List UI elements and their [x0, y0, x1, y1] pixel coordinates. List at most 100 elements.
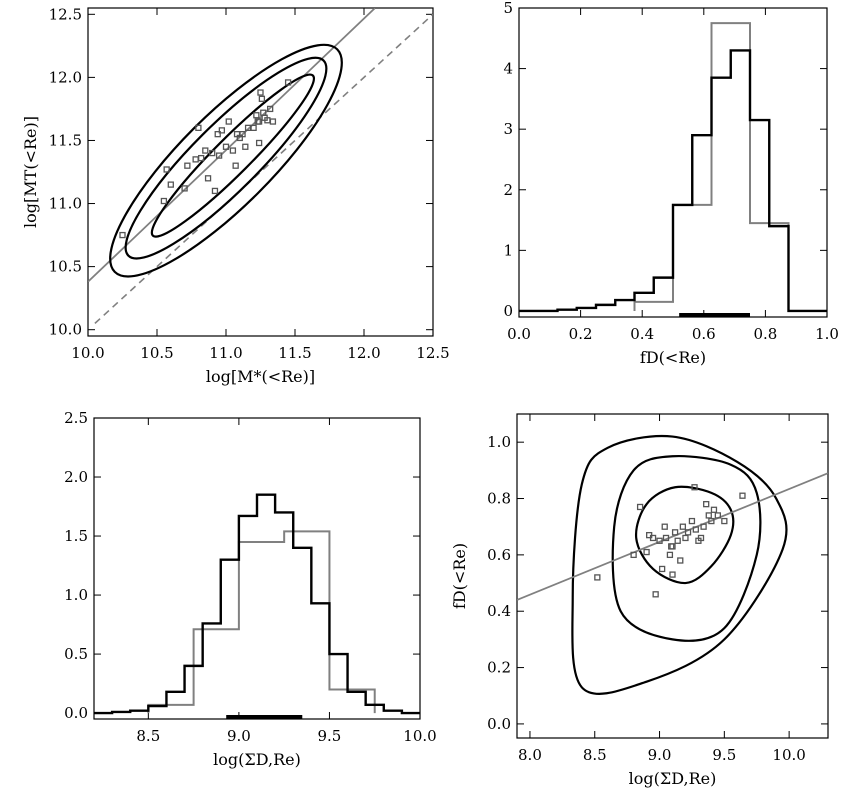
y-tick-label: 0.2 — [487, 659, 511, 677]
x-tick-label: 8.5 — [136, 727, 160, 745]
plot-frame — [87, 7, 434, 337]
data-point — [700, 523, 707, 530]
y-tick-label: 5 — [503, 0, 513, 17]
data-point — [710, 506, 718, 513]
x-tick-label: 0.2 — [569, 325, 593, 343]
data-point — [198, 154, 205, 162]
y-tick-label: 10.0 — [49, 321, 82, 339]
y-tick-label: 1.5 — [64, 527, 88, 545]
data-point — [668, 543, 675, 550]
data-point — [671, 529, 679, 536]
data-point — [649, 534, 657, 542]
data-point — [682, 534, 689, 542]
y-tick-label: 3 — [503, 120, 513, 138]
y-tick-label: 0 — [503, 302, 513, 320]
y-tick-label: 11.5 — [49, 131, 82, 149]
y-tick-label: 1.0 — [487, 433, 511, 451]
data-point — [691, 484, 698, 491]
data-point — [662, 534, 670, 542]
x-tick-label: 11.5 — [278, 344, 311, 362]
plot-frame — [93, 417, 421, 720]
x-axis-label: log(ΣD,Re) — [629, 769, 717, 788]
data-point — [255, 139, 263, 147]
data-point — [267, 105, 274, 113]
data-point — [222, 143, 230, 150]
x-tick-label: 8.5 — [583, 746, 607, 764]
x-tick-label: 10.0 — [71, 344, 104, 362]
data-point — [661, 523, 668, 530]
y-tick-label: 1 — [503, 241, 513, 259]
x-tick-label: 8.0 — [518, 746, 542, 764]
data-point — [167, 181, 174, 188]
data-point — [677, 557, 684, 564]
data-point — [209, 149, 216, 157]
plot-area — [88, 8, 433, 324]
plot-area — [94, 493, 420, 719]
data-point — [215, 152, 223, 159]
fit-line — [88, 8, 376, 283]
data-point — [714, 512, 722, 519]
x-tick-label: 0.4 — [630, 325, 654, 343]
data-point — [594, 574, 601, 581]
y-tick-label: 0.0 — [64, 704, 88, 722]
x-tick-label: 9.5 — [712, 746, 736, 764]
data-point — [630, 551, 637, 559]
y-tick-label: 0.8 — [487, 490, 511, 508]
data-point — [739, 492, 746, 499]
x-axis-label: log(ΣD,Re) — [213, 750, 301, 769]
contour — [611, 455, 762, 642]
data-point — [257, 89, 264, 96]
data-point — [269, 118, 277, 125]
plot-area — [517, 434, 828, 695]
y-tick-label: 0.0 — [487, 715, 511, 733]
y-axis-label: fD(<Re) — [450, 543, 469, 609]
one-to-one-line — [94, 13, 433, 324]
panel-fd-histogram: 0.0 0.2 0.4 0.6 0.8 1.0 0 1 2 3 4 5 fD(<Re) — [503, 0, 838, 367]
y-tick-label: 0.6 — [487, 546, 511, 564]
y-tick-label: 12.5 — [49, 5, 82, 23]
plot-frame — [516, 413, 829, 739]
x-tick-label: 10.0 — [772, 746, 805, 764]
data-point — [119, 231, 126, 239]
y-tick-label: 11.0 — [49, 195, 82, 213]
data-point — [697, 534, 705, 542]
data-point — [253, 112, 260, 119]
data-point — [239, 131, 246, 138]
data-point — [184, 162, 191, 169]
data-point — [721, 517, 728, 525]
x-tick-label: 9.5 — [318, 727, 342, 745]
x-axis-label: log[M*(<Re)] — [206, 367, 315, 386]
x-tick-label: 0.6 — [692, 325, 716, 343]
data-point — [708, 517, 715, 525]
data-point — [218, 127, 226, 134]
fit-line — [517, 472, 828, 601]
data-point — [284, 79, 292, 86]
panel-fd-vs-sigma: 8.0 8.5 9.0 9.5 10.0 0.0 0.2 0.4 0.6 0.8 1.0 log(ΣD… — [450, 413, 829, 788]
x-tick-label: 10.5 — [140, 344, 173, 362]
data-point — [242, 143, 249, 150]
y-tick-label: 2 — [503, 181, 513, 199]
x-tick-label: 10.0 — [403, 727, 436, 745]
data-point — [255, 118, 263, 125]
y-tick-label: 4 — [503, 60, 513, 78]
data-point — [258, 95, 266, 102]
data-point — [211, 187, 219, 195]
contour — [109, 43, 343, 278]
contour — [150, 73, 316, 238]
histogram-black — [519, 49, 827, 313]
panel-sigma-histogram: 8.5 9.0 9.5 10.0 0.0 0.5 1.0 1.5 2.0 2.5 log(ΣD,Re… — [64, 409, 437, 769]
data-point — [674, 537, 681, 544]
x-tick-label: 9.0 — [648, 746, 672, 764]
y-tick-label: 10.5 — [49, 258, 82, 276]
x-tick-label: 0.8 — [753, 325, 777, 343]
data-point — [202, 147, 209, 154]
x-tick-label: 11.0 — [209, 344, 242, 362]
data-point — [705, 512, 712, 519]
data-point — [250, 124, 257, 131]
contour — [571, 434, 788, 695]
y-tick-label: 2.5 — [64, 409, 88, 427]
x-axis-label: fD(<Re) — [640, 348, 706, 367]
data-point — [692, 526, 699, 533]
data-point — [232, 162, 239, 169]
